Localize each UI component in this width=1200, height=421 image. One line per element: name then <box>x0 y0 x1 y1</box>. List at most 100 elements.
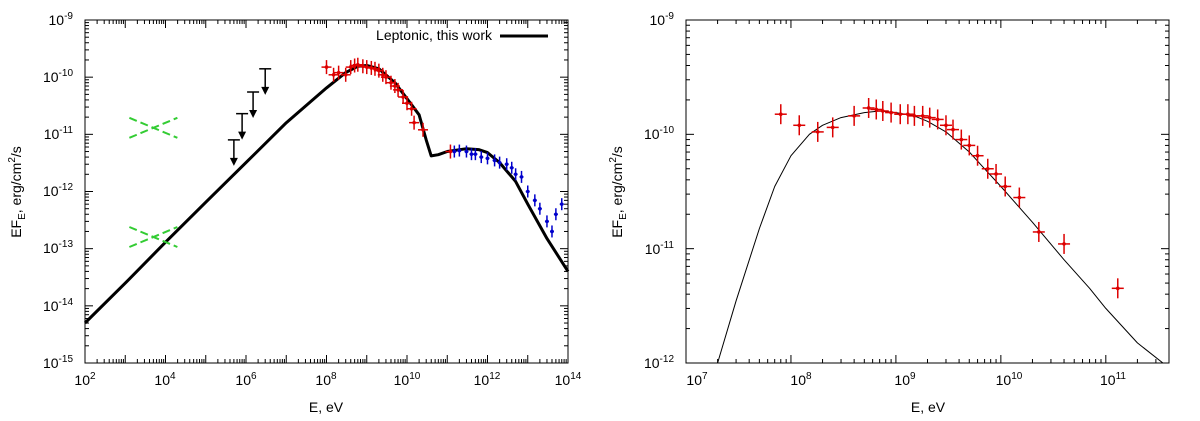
x-axis-title-right: E, eV <box>911 399 946 415</box>
marker <box>927 115 932 120</box>
red-data-point <box>848 105 861 126</box>
marker <box>994 172 998 176</box>
y-tick-label: 10-11 <box>44 125 74 142</box>
blue-data-point <box>509 161 514 174</box>
y-axis-title-right: EFE, erg/cm2/s <box>608 146 629 238</box>
marker <box>920 114 925 118</box>
red-data-point <box>916 105 929 126</box>
x-tick-label: 109 <box>894 371 916 388</box>
red-data-point <box>931 109 944 130</box>
blue-data-point <box>452 145 457 158</box>
curve-group-right <box>717 110 1164 363</box>
marker <box>343 73 348 77</box>
marker <box>944 123 948 128</box>
blue-data-point <box>464 145 469 158</box>
blue-data-point <box>519 170 524 183</box>
y-tick-labels-left: 10-9 10-10 10-11 10-12 10-13 10-14 10-15 <box>43 11 73 371</box>
red-data-point <box>885 102 898 123</box>
marker <box>412 120 416 125</box>
red-data-point <box>963 135 976 156</box>
marker <box>975 153 980 158</box>
blue-data-point <box>457 144 462 157</box>
red-data-point <box>999 176 1012 197</box>
green-butterfly <box>128 116 178 139</box>
blue-data-point <box>537 202 542 215</box>
red-data-point <box>1058 233 1071 254</box>
marker <box>830 125 835 130</box>
red-data-point <box>406 101 417 116</box>
chart-right: 10-9 10-10 10-11 10-12 107 108 109 1010 … <box>608 11 1170 415</box>
y-tick-label: 10-9 <box>650 11 675 28</box>
blue-data-point <box>473 148 478 161</box>
green-butterfly <box>128 226 178 248</box>
y-tick-label: 10-13 <box>43 239 73 256</box>
ul-arrowhead <box>238 131 247 140</box>
marker <box>538 206 542 211</box>
marker <box>898 112 903 117</box>
ticks-right <box>685 19 1170 364</box>
x-tick-label: 1014 <box>555 371 582 388</box>
marker <box>1062 242 1066 246</box>
red-data-point <box>774 104 787 125</box>
red-data-point <box>981 158 994 179</box>
x-tick-labels-right: 107 108 109 1010 1011 <box>686 371 1126 388</box>
x-tick-label: 1010 <box>996 371 1023 388</box>
marker <box>469 152 474 156</box>
ticks-left <box>84 19 569 364</box>
marker <box>401 95 405 99</box>
x-tick-labels-left: 102 104 106 108 1010 1012 1014 <box>74 371 581 388</box>
marker <box>959 137 964 142</box>
marker <box>935 117 940 122</box>
marker <box>815 130 820 134</box>
blue-data-point <box>479 151 484 164</box>
marker <box>778 112 783 117</box>
marker <box>545 219 549 224</box>
marker <box>1017 195 1022 200</box>
x-tick-label: 106 <box>235 371 257 388</box>
marker <box>384 75 388 79</box>
red-data-point <box>418 122 429 137</box>
red-data-point <box>402 96 412 111</box>
marker <box>967 143 972 148</box>
red-data-point <box>352 57 363 72</box>
red-data-point <box>870 99 883 120</box>
blue-data-point <box>497 156 502 169</box>
red-data-point <box>901 104 914 125</box>
y-axis-title-left: EFE, erg/cm2/s <box>7 146 28 238</box>
blue-data-point <box>549 225 554 238</box>
marker <box>852 114 856 118</box>
red-data-point <box>333 65 344 80</box>
red-data-point <box>971 145 984 166</box>
data-left <box>83 57 570 325</box>
marker <box>504 162 509 167</box>
data-right <box>717 97 1164 363</box>
red-data-point <box>990 163 1003 184</box>
x-tick-label: 1012 <box>474 371 501 388</box>
red-data-point <box>380 70 391 85</box>
ul-arrowhead <box>229 157 238 166</box>
red-data-point <box>1111 278 1124 299</box>
marker <box>492 158 497 163</box>
marker <box>473 152 478 156</box>
marker <box>525 189 530 194</box>
marker <box>533 198 537 203</box>
y-tick-label: 10-12 <box>43 182 73 199</box>
marker <box>559 202 564 206</box>
blue-data-point <box>492 154 497 167</box>
blue-data-point <box>513 168 518 181</box>
red-data-point <box>409 115 420 130</box>
blue-data-point <box>525 185 530 198</box>
marker <box>485 156 490 161</box>
x-tick-label: 107 <box>686 371 708 388</box>
y-tick-label: 10-11 <box>645 240 675 257</box>
marker <box>409 106 414 111</box>
y-tick-label: 10-12 <box>644 354 674 371</box>
red-data-point <box>876 100 889 121</box>
marker <box>336 70 341 75</box>
blue-data-point <box>559 198 564 211</box>
marker <box>377 68 381 73</box>
marker <box>550 229 554 234</box>
red-data-point <box>793 115 806 136</box>
red-data-point <box>947 119 960 140</box>
